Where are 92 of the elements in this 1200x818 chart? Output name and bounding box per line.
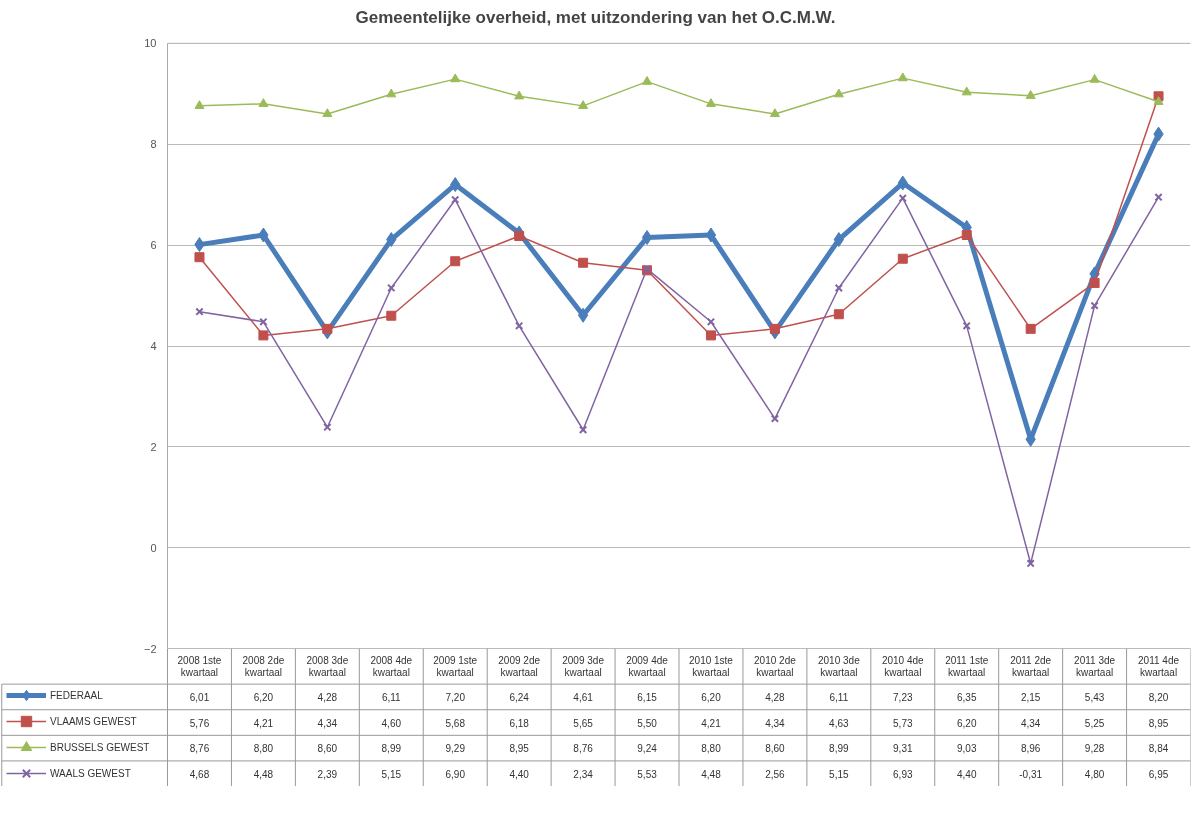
data-label: 8,20 bbox=[1148, 691, 1169, 703]
data-label: 4,21 bbox=[253, 717, 274, 729]
x-tick-label: 2011 4de kwartaal bbox=[1138, 654, 1180, 678]
data-label: 5,43 bbox=[1084, 691, 1105, 703]
data-label: 7,20 bbox=[445, 691, 466, 703]
data-label: 5,53 bbox=[637, 768, 658, 780]
data-label: 4,34 bbox=[1020, 717, 1041, 729]
y-tick-label: 0 bbox=[150, 541, 157, 554]
x-tick-label: 2010 4de kwartaal bbox=[881, 654, 925, 678]
data-label: 6,35 bbox=[956, 691, 977, 703]
legend-label: FEDERAAL bbox=[50, 688, 103, 703]
data-label: 5,15 bbox=[381, 768, 402, 780]
data-label: 9,28 bbox=[1084, 743, 1105, 755]
data-label: 5,73 bbox=[893, 717, 913, 729]
data-label: 4,63 bbox=[829, 717, 850, 729]
x-tick-label: 2010 1ste kwartaal bbox=[689, 654, 734, 678]
data-label: 6,93 bbox=[893, 768, 913, 780]
data-label: 8,95 bbox=[1148, 717, 1169, 729]
legend-label: WAALS GEWEST bbox=[50, 766, 131, 781]
data-label: 4,34 bbox=[317, 717, 338, 729]
data-label: 6,24 bbox=[509, 691, 530, 703]
data-label: 6,20 bbox=[701, 691, 722, 703]
x-tick-label: 2011 1ste kwartaal bbox=[945, 654, 989, 678]
y-tick-label: 6 bbox=[150, 239, 157, 252]
data-label: 4,48 bbox=[701, 768, 722, 780]
data-label: 6,11 bbox=[829, 691, 849, 703]
data-label: 6,20 bbox=[253, 691, 274, 703]
y-tick-label: 2 bbox=[150, 440, 157, 453]
data-label: 4,60 bbox=[381, 717, 402, 729]
data-label: 5,25 bbox=[1084, 717, 1105, 729]
x-tick-label: 2008 1ste kwartaal bbox=[177, 654, 222, 678]
data-label: 9,03 bbox=[956, 743, 977, 755]
data-label: 6,20 bbox=[956, 717, 977, 729]
data-label: 9,29 bbox=[445, 743, 466, 755]
data-label: 5,15 bbox=[829, 768, 850, 780]
data-label: 8,95 bbox=[509, 743, 530, 755]
y-tick-label: −2 bbox=[143, 642, 157, 655]
data-label: 9,24 bbox=[637, 743, 658, 755]
data-label: 4,48 bbox=[253, 768, 274, 780]
data-label: -0,31 bbox=[1019, 768, 1043, 780]
x-tick-label: 2011 2de kwartaal bbox=[1010, 654, 1052, 678]
x-tick-label: 2009 1ste kwartaal bbox=[433, 654, 478, 678]
data-label: 8,60 bbox=[317, 743, 338, 755]
data-label: 2,39 bbox=[317, 768, 338, 780]
y-tick-label: 10 bbox=[144, 37, 157, 50]
legend-label: BRUSSELS GEWEST bbox=[50, 740, 150, 755]
x-tick-label: 2008 3de kwartaal bbox=[306, 654, 349, 678]
data-label: 8,80 bbox=[253, 743, 274, 755]
data-label: 4,80 bbox=[1084, 768, 1105, 780]
data-label: 6,11 bbox=[381, 691, 402, 703]
data-label: 2,34 bbox=[573, 768, 594, 780]
data-label: 4,34 bbox=[765, 717, 786, 729]
data-label: 4,21 bbox=[701, 717, 722, 729]
y-tick-label: 4 bbox=[150, 340, 157, 352]
data-label: 4,40 bbox=[509, 768, 530, 780]
data-label: 8,80 bbox=[701, 743, 722, 755]
data-label: 4,68 bbox=[189, 768, 210, 780]
data-label: 4,28 bbox=[765, 691, 786, 703]
data-label: 5,65 bbox=[573, 717, 594, 729]
data-label: 8,76 bbox=[189, 743, 210, 755]
data-label: 8,60 bbox=[765, 743, 786, 755]
data-label: 6,01 bbox=[189, 691, 210, 703]
data-label: 7,23 bbox=[893, 691, 913, 703]
data-label: 8,84 bbox=[1148, 743, 1169, 755]
data-label: 8,96 bbox=[1020, 743, 1041, 755]
data-label: 6,18 bbox=[509, 717, 530, 729]
y-tick-label: 8 bbox=[150, 138, 157, 151]
data-label: 5,76 bbox=[189, 717, 210, 729]
data-label: 5,68 bbox=[445, 717, 466, 729]
data-label: 6,15 bbox=[637, 691, 658, 703]
x-tick-label: 2009 2de kwartaal bbox=[498, 654, 541, 678]
chart-title: Gemeentelijke overheid, met uitzondering van het O.C.M.W. bbox=[355, 7, 836, 27]
x-tick-label: 2009 4de kwartaal bbox=[626, 654, 669, 678]
data-label: 8,76 bbox=[573, 743, 594, 755]
data-label: 4,28 bbox=[317, 691, 338, 703]
x-tick-label: 2010 2de kwartaal bbox=[754, 654, 797, 678]
x-tick-label: 2009 3de kwartaal bbox=[562, 654, 605, 678]
data-label: 8,99 bbox=[829, 743, 850, 755]
data-label: 2,56 bbox=[765, 768, 786, 780]
x-tick-label: 2008 2de kwartaal bbox=[242, 654, 285, 678]
data-label: 6,95 bbox=[1148, 768, 1169, 780]
data-label: 4,61 bbox=[573, 691, 594, 703]
x-tick-label: 2010 3de kwartaal bbox=[817, 654, 861, 678]
data-label: 6,90 bbox=[445, 768, 466, 780]
data-label: 9,31 bbox=[893, 743, 913, 755]
data-label: 2,15 bbox=[1020, 691, 1041, 703]
data-label: 4,40 bbox=[956, 768, 977, 780]
x-tick-label: 2011 3de kwartaal bbox=[1074, 654, 1116, 678]
data-label: 5,50 bbox=[637, 717, 658, 729]
x-tick-label: 2008 4de kwartaal bbox=[370, 654, 413, 678]
data-label: 8,99 bbox=[381, 743, 402, 755]
legend-label: VLAAMS GEWEST bbox=[50, 714, 137, 729]
